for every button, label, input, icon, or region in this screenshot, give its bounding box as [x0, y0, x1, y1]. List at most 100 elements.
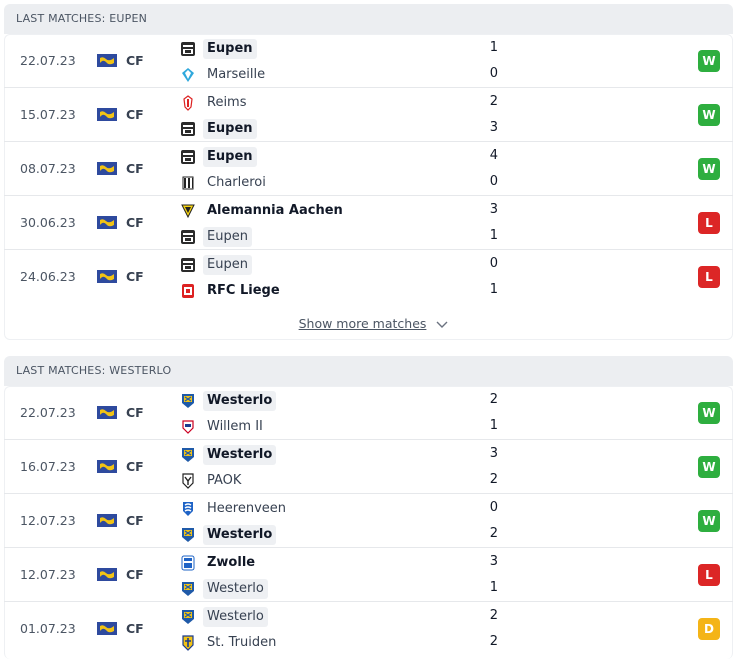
club-friendly-flag-icon — [97, 216, 117, 229]
result-badge: W — [698, 510, 720, 532]
away-team: Eupen 1 — [178, 226, 508, 248]
competition-label: CF — [126, 269, 144, 284]
club-friendly-flag-icon — [97, 54, 117, 67]
match-date: 22.07.23 — [20, 53, 76, 68]
home-team-name: Eupen — [203, 255, 252, 275]
match-row[interactable]: 22.07.23 CF Westerlo 2 Willem II 1 W — [4, 386, 733, 440]
match-date: 01.07.23 — [20, 621, 76, 636]
home-team-name: Westerlo — [203, 445, 277, 465]
westerlo-crest-icon — [182, 528, 194, 542]
away-team: Willem II 1 — [178, 416, 508, 438]
away-team: Eupen 3 — [178, 118, 508, 140]
home-score: 4 — [489, 148, 498, 163]
away-team-name: Eupen — [203, 227, 252, 247]
away-team-name: PAOK — [207, 473, 242, 488]
result-badge: W — [698, 402, 720, 424]
away-team: RFC Liege 1 — [178, 280, 508, 302]
home-team-name: Eupen — [203, 147, 257, 167]
home-team: Eupen 4 — [178, 146, 508, 168]
away-team-name: Marseille — [207, 67, 266, 82]
match-row[interactable]: 30.06.23 CF Alemannia Aachen 3 Eupen 1 L — [4, 196, 733, 250]
aachen-crest-icon — [181, 204, 195, 219]
club-friendly-flag-icon — [97, 162, 117, 175]
match-row[interactable]: 08.07.23 CF Eupen 4 Charleroi 0 W — [4, 142, 733, 196]
result-badge: D — [698, 618, 720, 640]
home-score: 2 — [489, 392, 498, 407]
reims-crest-icon — [183, 95, 193, 111]
heerenveen-crest-icon — [183, 502, 193, 516]
club-friendly-flag-icon — [97, 568, 117, 581]
home-team-name: Reims — [207, 95, 247, 110]
away-team-name: Willem II — [207, 419, 263, 434]
competition-label: CF — [126, 459, 144, 474]
home-team: Eupen 0 — [178, 254, 508, 276]
show-more-label: Show more matches — [298, 316, 427, 331]
match-row[interactable]: 12.07.23 CF Heerenveen 0 Westerlo 2 W — [4, 494, 733, 548]
away-team: Marseille 0 — [178, 64, 508, 86]
competition-label: CF — [126, 513, 144, 528]
club-friendly-flag-icon — [97, 622, 117, 635]
competition-label: CF — [126, 53, 144, 68]
match-row[interactable]: 22.07.23 CF Eupen 1 Marseille 0 W — [4, 34, 733, 88]
result-badge: W — [698, 50, 720, 72]
home-team-name: Alemannia Aachen — [207, 203, 343, 218]
result-badge: L — [698, 212, 720, 234]
westerlo-crest-icon — [182, 448, 194, 462]
club-friendly-flag-icon — [97, 460, 117, 473]
result-badge: W — [698, 104, 720, 126]
section-header-eupen: LAST MATCHES: EUPEN — [4, 4, 733, 34]
westerlo-crest-icon — [182, 394, 194, 408]
matches-panel-westerlo — [4, 386, 733, 659]
charleroi-crest-icon — [182, 176, 194, 190]
section-title: LAST MATCHES: EUPEN — [16, 12, 148, 25]
westerlo-crest-icon — [182, 610, 194, 624]
competition-label: CF — [126, 215, 144, 230]
club-friendly-flag-icon — [97, 406, 117, 419]
competition-label: CF — [126, 107, 144, 122]
match-row[interactable]: 15.07.23 CF Reims 2 Eupen 3 W — [4, 88, 733, 142]
willem-crest-icon — [182, 420, 194, 434]
away-team-name: RFC Liege — [207, 283, 280, 298]
eupen-crest-icon — [181, 258, 195, 272]
home-team-name: Heerenveen — [207, 501, 286, 516]
home-score: 3 — [489, 446, 498, 461]
match-row[interactable]: 01.07.23 CF Westerlo 2 St. Truiden 2 D — [4, 602, 733, 656]
match-date: 30.06.23 — [20, 215, 76, 230]
match-row[interactable]: 24.06.23 CF Eupen 0 RFC Liege 1 L — [4, 250, 733, 304]
away-score: 1 — [489, 282, 498, 297]
home-team: Reims 2 — [178, 92, 508, 114]
home-score: 2 — [489, 608, 498, 623]
away-team: Westerlo 2 — [178, 524, 508, 546]
away-team: St. Truiden 2 — [178, 632, 508, 654]
match-date: 22.07.23 — [20, 405, 76, 420]
match-row[interactable]: 12.07.23 CF Zwolle 3 Westerlo 1 L — [4, 548, 733, 602]
home-team: Westerlo 2 — [178, 606, 508, 628]
club-friendly-flag-icon — [97, 514, 117, 527]
result-badge: L — [698, 266, 720, 288]
home-team: Eupen 1 — [178, 38, 508, 60]
away-team: Westerlo 1 — [178, 578, 508, 600]
home-score: 1 — [489, 40, 498, 55]
club-friendly-flag-icon — [97, 270, 117, 283]
home-team-name: Zwolle — [207, 555, 256, 570]
competition-label: CF — [126, 621, 144, 636]
away-score: 1 — [489, 228, 498, 243]
eupen-crest-icon — [181, 122, 195, 136]
away-score: 2 — [489, 526, 498, 541]
competition-label: CF — [126, 405, 144, 420]
away-team-name: Charleroi — [207, 175, 266, 190]
matches-panel-eupen — [4, 34, 733, 340]
home-score: 2 — [489, 94, 498, 109]
home-team-name: Westerlo — [203, 607, 268, 627]
away-score: 0 — [489, 174, 498, 189]
away-score: 3 — [489, 120, 498, 135]
show-more-matches-link[interactable]: Show more matches — [0, 316, 747, 332]
result-badge: W — [698, 456, 720, 478]
away-team-name: St. Truiden — [207, 635, 277, 650]
home-team-name: Eupen — [203, 39, 257, 59]
eupen-crest-icon — [181, 150, 195, 164]
home-team: Heerenveen 0 — [178, 498, 508, 520]
away-score: 1 — [489, 580, 498, 595]
away-score: 2 — [489, 634, 498, 649]
match-row[interactable]: 16.07.23 CF Westerlo 3 PAOK 2 W — [4, 440, 733, 494]
